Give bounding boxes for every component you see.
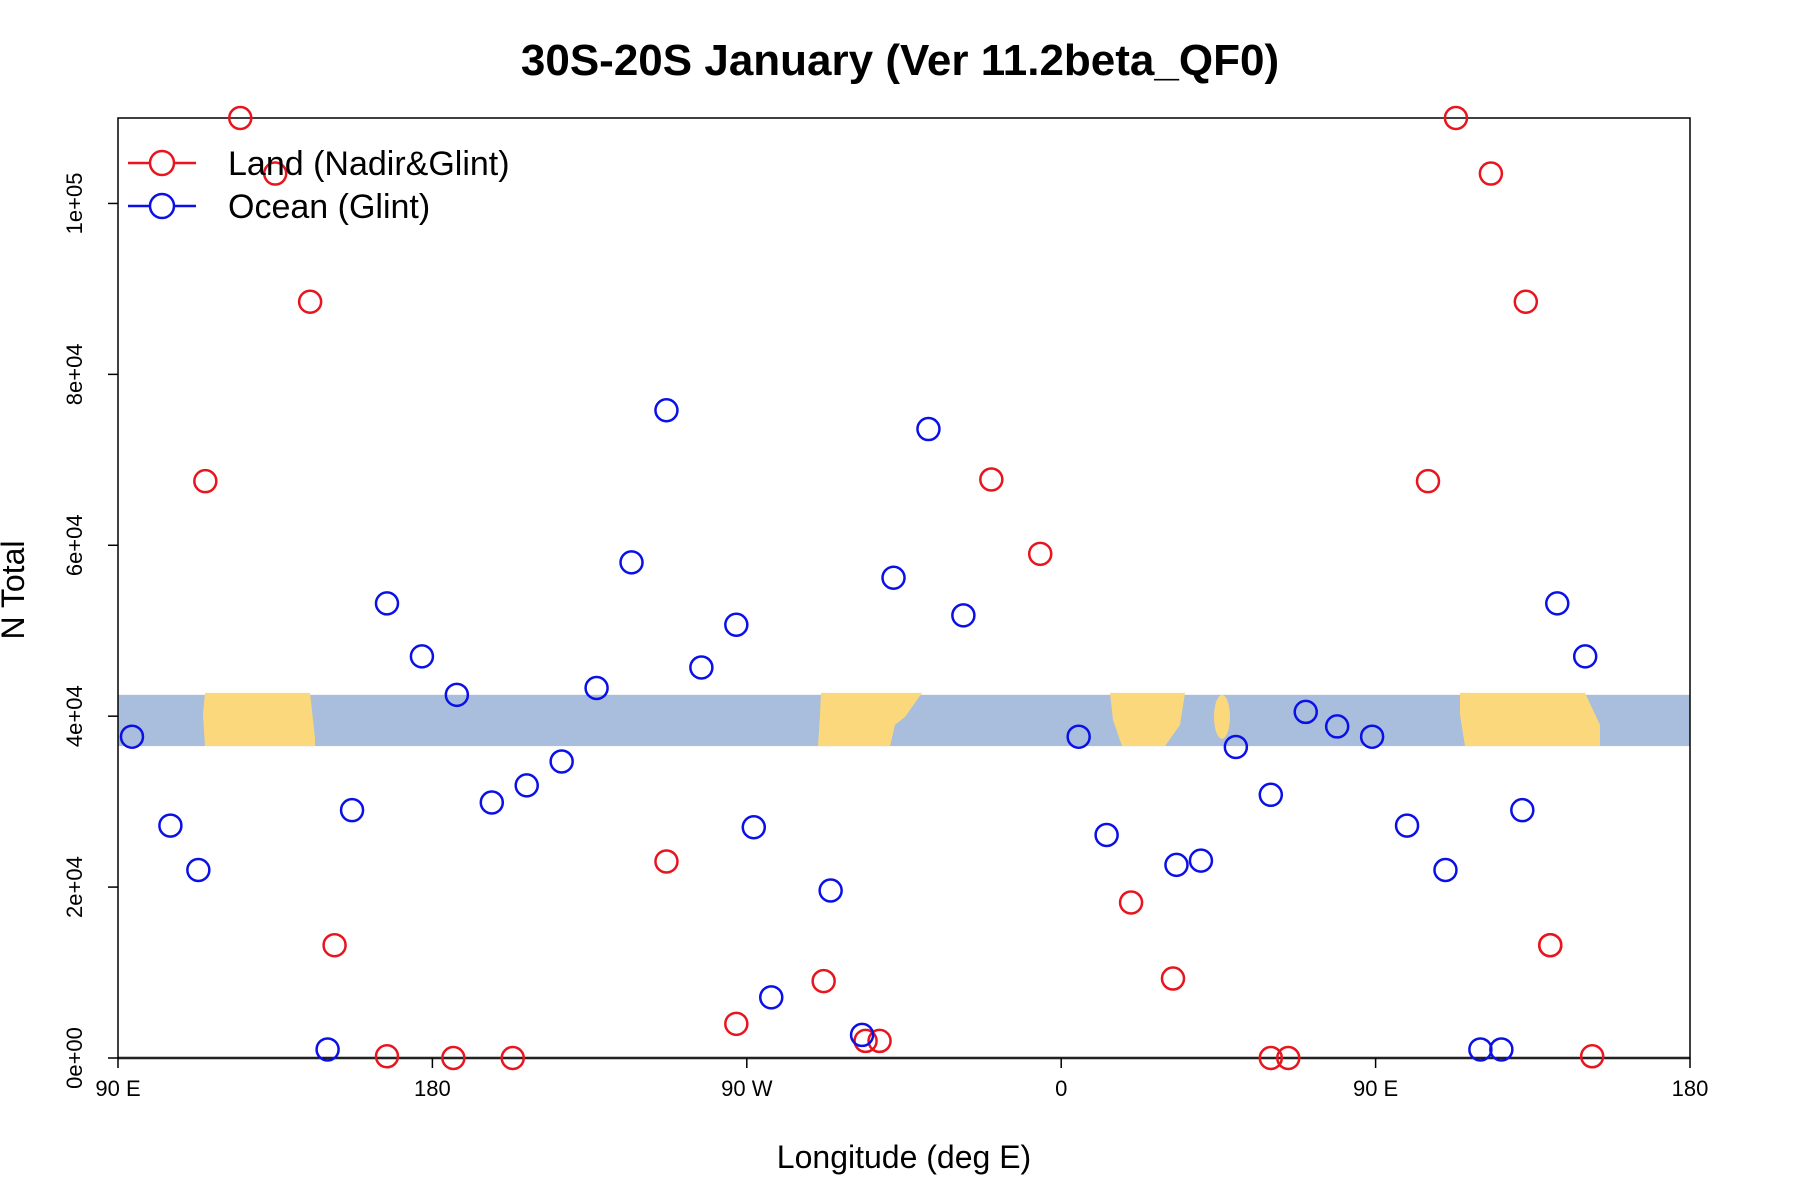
y-tick-label: 0e+00 [62, 1027, 87, 1089]
data-point [979, 467, 1004, 492]
data-point [549, 749, 574, 774]
data-point [479, 790, 505, 815]
x-axis-label: Longitude (deg E) [777, 1139, 1031, 1175]
data-point [916, 416, 941, 442]
data-point [759, 985, 784, 1010]
data-point [818, 878, 843, 903]
data-point [1027, 541, 1053, 567]
data-point [1066, 724, 1091, 749]
x-tick-label: 0 [1055, 1076, 1067, 1101]
data-point [1513, 289, 1539, 314]
data-point [500, 1045, 525, 1071]
data-point [1324, 714, 1350, 739]
data-point [228, 105, 253, 131]
data-point [409, 644, 435, 669]
data-point [654, 849, 679, 874]
x-tick-label: 180 [1672, 1076, 1709, 1101]
data-point [1538, 932, 1563, 958]
series-ocean [119, 398, 1598, 1062]
y-axis-label: N Total [0, 540, 31, 639]
data-point [119, 724, 145, 749]
data-point [1164, 852, 1189, 878]
madagascar-land [1214, 694, 1230, 739]
data-point [374, 1044, 400, 1069]
data-point [853, 1028, 878, 1054]
data-point [811, 968, 836, 994]
x-axis: 90 E 180 90 W 0 90 E 180 [95, 1058, 1708, 1101]
data-point [724, 1011, 749, 1037]
data-point [1118, 890, 1144, 915]
data-point [1276, 1045, 1301, 1071]
data-point [193, 468, 218, 494]
legend-marker [148, 149, 176, 177]
data-point [1223, 734, 1249, 760]
y-tick-label: 1e+05 [62, 173, 87, 235]
data-point [186, 857, 211, 883]
y-tick-label: 8e+04 [62, 343, 87, 405]
data-point [158, 813, 183, 838]
data-point [1478, 161, 1504, 186]
y-tick-label: 6e+04 [62, 514, 87, 576]
data-point [1160, 966, 1186, 991]
legend-label: Ocean (Glint) [228, 188, 430, 226]
data-point [374, 591, 400, 616]
data-point [514, 773, 539, 798]
x-tick-label: 90 E [95, 1076, 140, 1101]
legend-label: Land (Nadir&Glint) [228, 145, 510, 183]
series-land [193, 105, 1605, 1071]
y-tick-label: 4e+04 [62, 685, 87, 747]
data-point [1394, 813, 1420, 838]
data-point [1359, 724, 1385, 749]
legend-marker [148, 192, 176, 220]
data-point [441, 1045, 466, 1071]
land-mass [203, 692, 315, 747]
data-point [1094, 822, 1119, 848]
chart-title: 30S-20S January (Ver 11.2beta_QF0) [521, 36, 1279, 85]
data-point [849, 1022, 875, 1048]
data-point [881, 565, 906, 590]
data-point [619, 550, 644, 575]
data-point [1510, 797, 1535, 823]
data-point [1293, 699, 1318, 725]
data-point [1545, 591, 1570, 616]
land-mass [818, 692, 922, 747]
data-point [1443, 105, 1469, 131]
data-point [315, 1037, 340, 1062]
y-axis: 0e+00 2e+04 4e+04 6e+04 8e+04 1e+05 [62, 173, 118, 1089]
data-points [119, 105, 1605, 1071]
data-point [584, 675, 609, 701]
data-point [339, 797, 365, 823]
x-tick-label: 180 [414, 1076, 451, 1101]
data-point [1572, 644, 1598, 669]
land-mass [1110, 692, 1185, 747]
data-point [1188, 848, 1214, 873]
data-point [654, 398, 679, 423]
x-tick-label: 90 W [721, 1076, 773, 1101]
plot-frame [117, 117, 1691, 1059]
data-point [1489, 1037, 1514, 1062]
data-point [867, 1028, 892, 1054]
data-point [951, 603, 976, 628]
data-point [1415, 468, 1441, 494]
world-map-strip [118, 692, 1690, 747]
legend: Land (Nadir&Glint) Ocean (Glint) [128, 145, 510, 226]
data-point [262, 161, 288, 186]
data-point [322, 932, 347, 958]
data-point [1258, 1045, 1284, 1071]
x-tick-label: 90 E [1353, 1076, 1398, 1101]
data-point [1579, 1044, 1605, 1069]
data-point [689, 655, 714, 680]
land-mass [1460, 692, 1600, 747]
data-point [444, 682, 470, 708]
y-tick-label: 2e+04 [62, 856, 87, 918]
data-point [724, 612, 749, 637]
data-point [297, 289, 323, 314]
data-point [741, 815, 767, 840]
data-point [1433, 857, 1458, 883]
data-point [1258, 782, 1284, 808]
